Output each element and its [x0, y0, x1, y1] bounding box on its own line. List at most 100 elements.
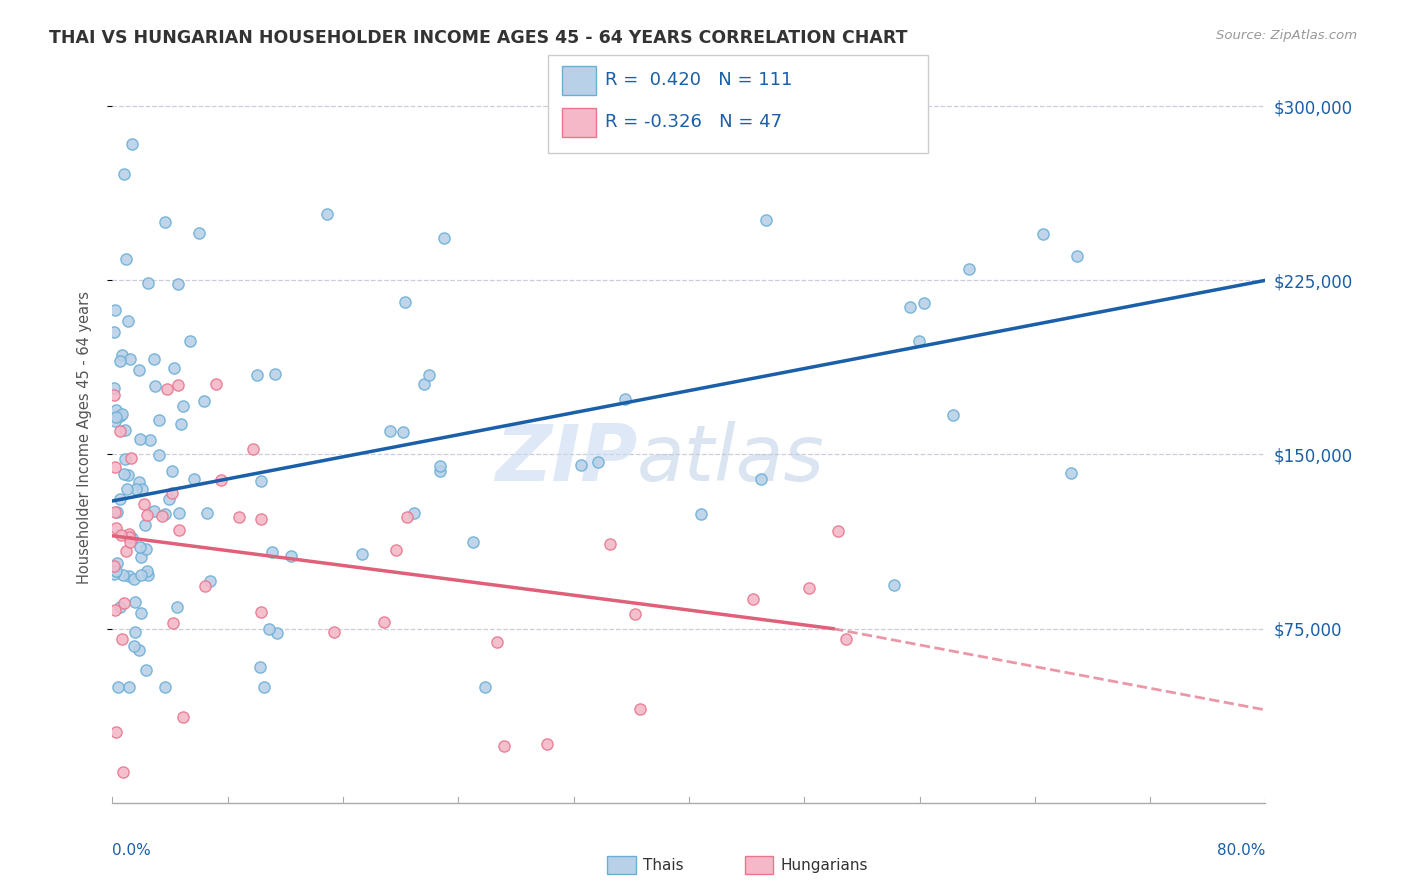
Point: [162, 615, 184, 630]
Point: [120, 450, 142, 465]
Point: [257, 622, 280, 636]
Point: [118, 680, 141, 694]
Point: [461, 534, 484, 549]
Point: [104, 725, 127, 739]
Point: [755, 213, 778, 227]
Point: [103, 559, 125, 574]
Point: [142, 351, 165, 366]
Point: [118, 569, 141, 583]
Point: [689, 508, 711, 522]
Point: [614, 392, 637, 406]
Point: [204, 377, 226, 392]
Point: [194, 579, 217, 593]
Point: [148, 413, 170, 427]
Point: [124, 624, 146, 639]
Point: [474, 680, 496, 694]
Point: [111, 567, 134, 582]
Point: [105, 556, 128, 570]
Point: [908, 334, 931, 349]
Point: [135, 663, 157, 677]
Point: [571, 458, 593, 472]
Point: [122, 639, 145, 653]
Point: [110, 347, 132, 361]
Point: [166, 277, 188, 291]
Point: [124, 482, 146, 496]
Point: [112, 467, 135, 482]
Point: [135, 508, 157, 522]
Point: [103, 388, 125, 402]
Point: [120, 351, 142, 366]
Point: [115, 482, 138, 496]
Text: ZIP: ZIP: [495, 421, 637, 497]
Point: [114, 451, 136, 466]
Point: [112, 167, 135, 181]
Point: [172, 399, 194, 413]
Point: [136, 568, 159, 582]
Point: [167, 523, 190, 537]
Point: [134, 517, 156, 532]
Point: [429, 464, 451, 478]
Point: [118, 530, 141, 544]
Text: Hungarians: Hungarians: [780, 858, 868, 872]
Point: [396, 510, 419, 524]
Point: [155, 215, 177, 229]
Point: [246, 368, 269, 382]
Point: [162, 465, 184, 479]
Point: [150, 508, 173, 523]
Point: [187, 226, 209, 240]
Point: [135, 542, 157, 557]
Point: [105, 565, 128, 579]
Point: [131, 482, 153, 496]
Y-axis label: Householder Income Ages 45 - 64 years: Householder Income Ages 45 - 64 years: [77, 291, 91, 583]
Point: [155, 508, 177, 522]
Point: [827, 524, 849, 538]
Point: [124, 595, 146, 609]
Point: [128, 540, 150, 554]
Point: [105, 505, 128, 519]
Point: [536, 737, 558, 751]
Text: THAI VS HUNGARIAN HOUSEHOLDER INCOME AGES 45 - 64 YEARS CORRELATION CHART: THAI VS HUNGARIAN HOUSEHOLDER INCOME AGE…: [49, 29, 908, 46]
Point: [138, 433, 160, 447]
Point: [114, 424, 136, 438]
Point: [380, 424, 402, 438]
Point: [942, 408, 965, 422]
Point: [110, 528, 132, 542]
Point: [198, 574, 221, 588]
Point: [128, 363, 150, 377]
Point: [143, 378, 166, 392]
Point: [117, 467, 139, 482]
Point: [957, 262, 980, 277]
Point: [103, 567, 125, 582]
Point: [111, 407, 134, 421]
Text: Source: ZipAtlas.com: Source: ZipAtlas.com: [1216, 29, 1357, 42]
Text: Thais: Thais: [643, 858, 683, 872]
Point: [183, 473, 205, 487]
Point: [250, 474, 273, 488]
Point: [242, 442, 264, 456]
Point: [322, 624, 344, 639]
Point: [1032, 227, 1054, 241]
Text: R =  0.420   N = 111: R = 0.420 N = 111: [605, 71, 792, 89]
Point: [128, 433, 150, 447]
Text: R = -0.326   N = 47: R = -0.326 N = 47: [605, 113, 782, 131]
Point: [166, 378, 188, 392]
Point: [104, 409, 127, 424]
Point: [835, 632, 858, 646]
Point: [799, 581, 821, 595]
Point: [394, 294, 416, 309]
Point: [404, 506, 426, 520]
Point: [112, 597, 135, 611]
Point: [588, 455, 610, 469]
Point: [486, 634, 509, 648]
Point: [131, 606, 153, 620]
Point: [153, 680, 176, 694]
Point: [103, 603, 125, 617]
Point: [166, 599, 188, 614]
Point: [266, 625, 288, 640]
Point: [228, 509, 250, 524]
Point: [253, 680, 276, 694]
Point: [624, 607, 647, 622]
Point: [193, 394, 215, 409]
Point: [249, 606, 271, 620]
Point: [108, 600, 131, 615]
